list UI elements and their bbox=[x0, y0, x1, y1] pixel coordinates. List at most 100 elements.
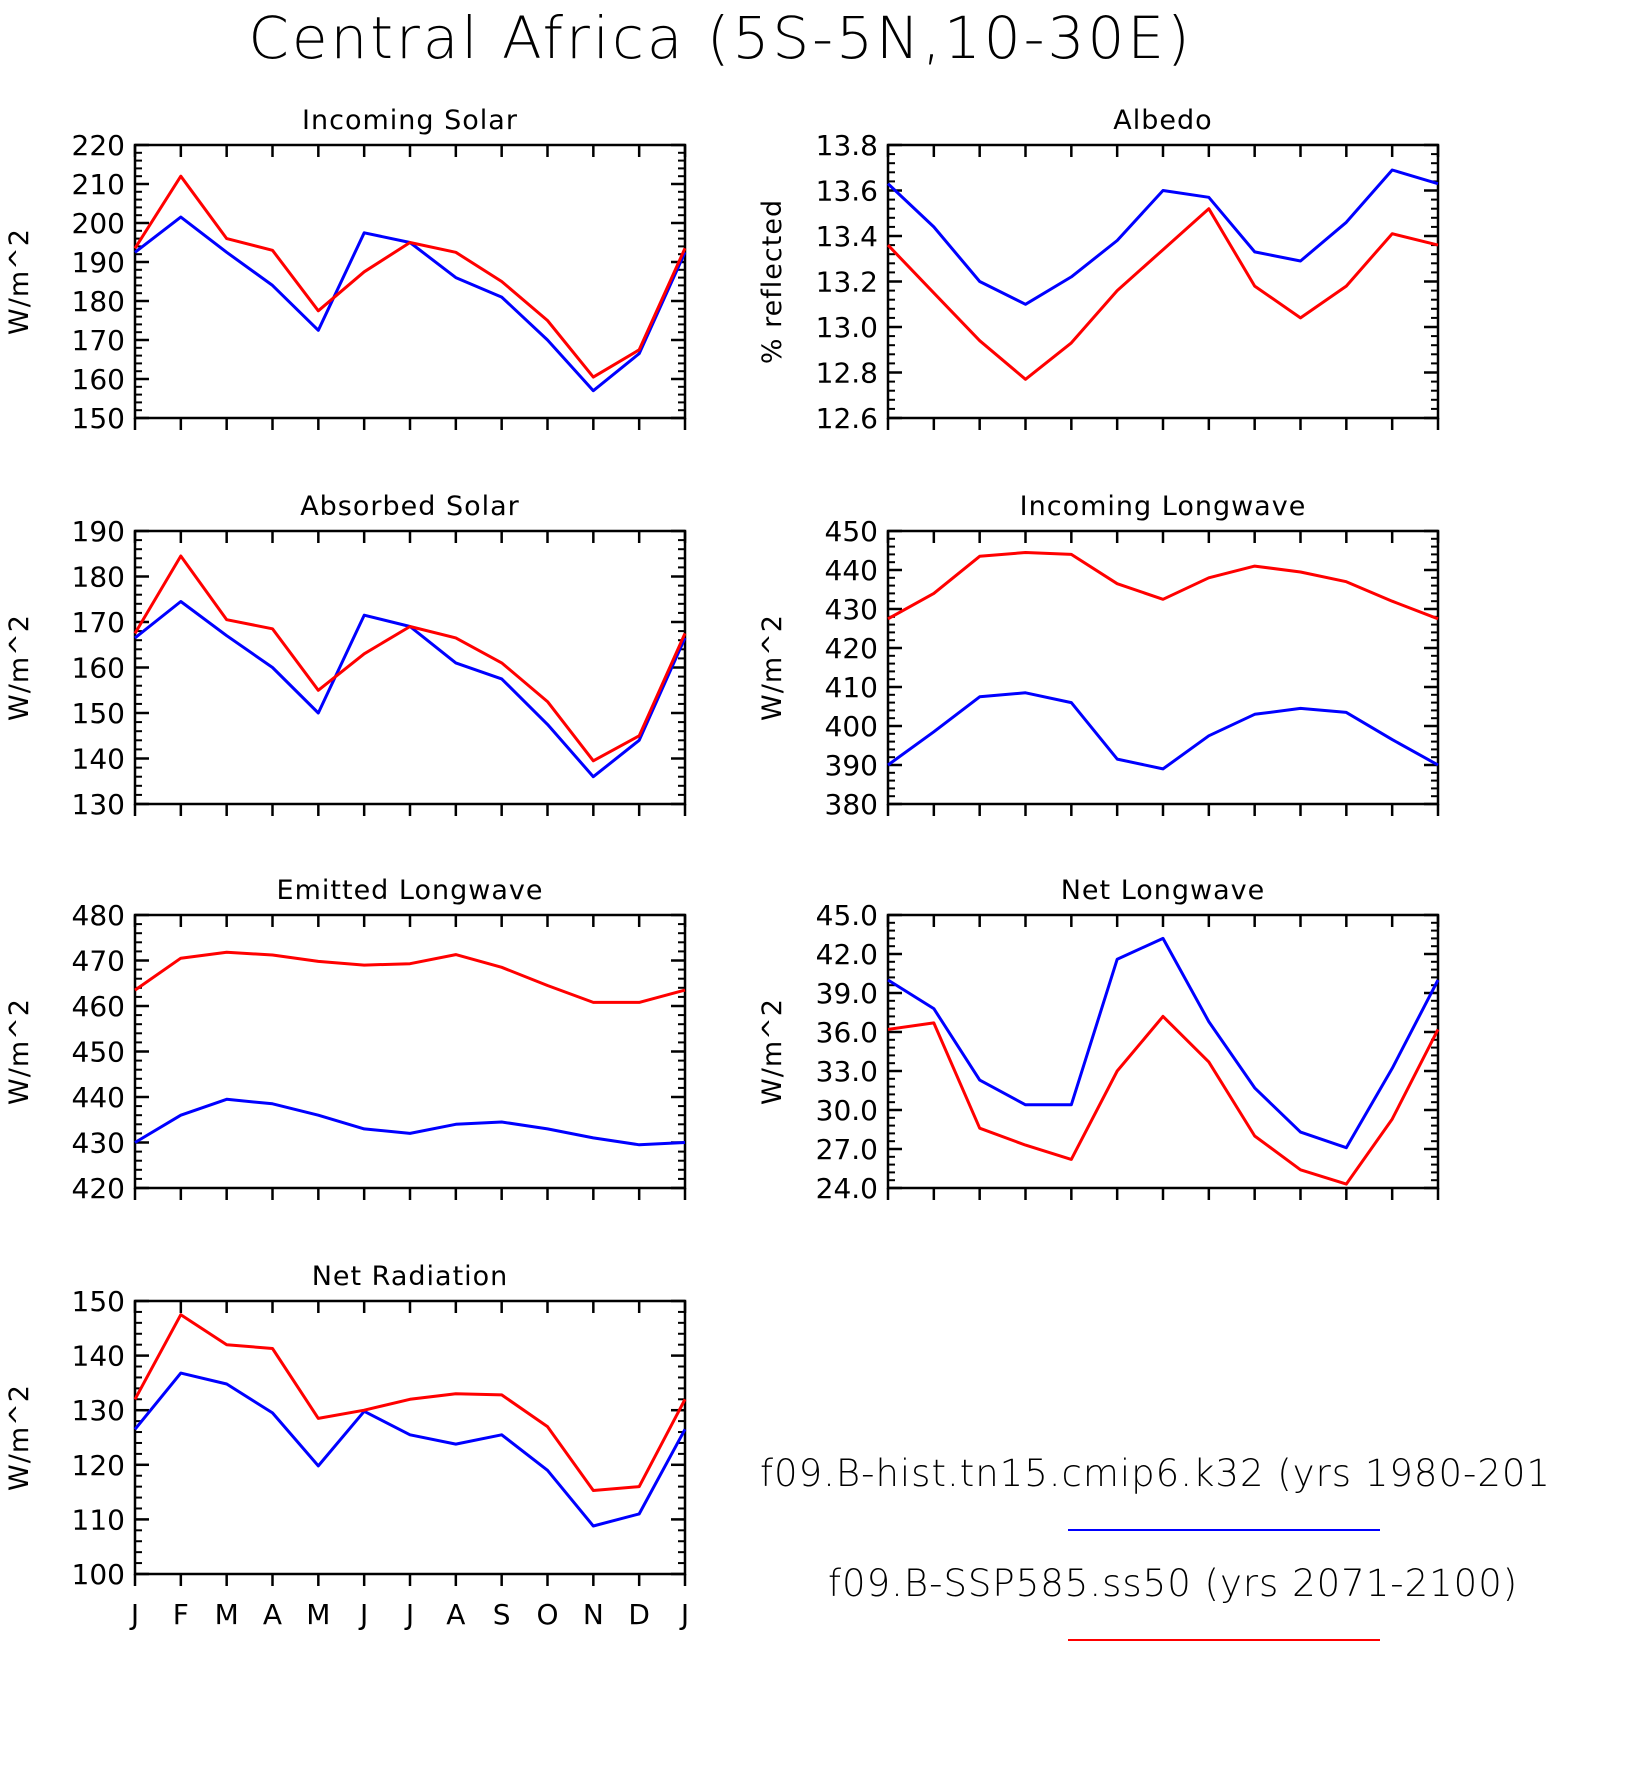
incoming-longwave-ytick-label: 400 bbox=[825, 710, 878, 743]
emitted-longwave-ytick-label: 420 bbox=[72, 1172, 125, 1205]
absorbed-solar-ytick-label: 160 bbox=[72, 652, 125, 685]
emitted-longwave-title: Emitted Longwave bbox=[277, 875, 544, 906]
chart-absorbed-solar: Absorbed Solar W/m^2 130 140 150 160 170 180 190… bbox=[4, 491, 687, 821]
chart-albedo: Albedo % reflected 12.6 12.8 13.0 13.2 13.4 13.… bbox=[757, 105, 1440, 435]
albedo-ytick-label: 13.4 bbox=[816, 220, 878, 253]
net-longwave-ytick-label: 30.0 bbox=[816, 1094, 878, 1127]
net-radiation-title: Net Radiation bbox=[312, 1261, 509, 1292]
incoming-longwave-title: Incoming Longwave bbox=[1020, 491, 1307, 522]
albedo-ytick-label: 13.6 bbox=[816, 175, 878, 208]
incoming-solar-ytick-label: 210 bbox=[72, 168, 125, 201]
net-radiation-xtick-label: M bbox=[306, 1598, 330, 1631]
incoming-solar-ytick-label: 160 bbox=[72, 363, 125, 396]
net-longwave-ytick-label: 42.0 bbox=[816, 938, 878, 971]
net-longwave-ytick-label: 27.0 bbox=[816, 1133, 878, 1166]
net-longwave-ytick-label: 39.0 bbox=[816, 977, 878, 1010]
absorbed-solar-ytick-label: 190 bbox=[72, 515, 125, 548]
albedo-title: Albedo bbox=[1113, 105, 1212, 136]
net-radiation-ytick-label: 100 bbox=[72, 1558, 125, 1591]
incoming-longwave-ylabel: W/m^2 bbox=[757, 614, 788, 721]
albedo-ytick-label: 12.6 bbox=[816, 402, 878, 435]
absorbed-solar-title: Absorbed Solar bbox=[300, 491, 520, 522]
albedo-series-blue bbox=[886, 168, 1439, 306]
net-radiation-xtick-label: J bbox=[129, 1598, 139, 1631]
net-radiation-xtick-label: O bbox=[536, 1598, 558, 1631]
incoming-longwave-plot-frame bbox=[886, 529, 1440, 806]
legend-label-red: f09.B-SSP585.ss50 (yrs 2071-2100) bbox=[828, 1562, 1519, 1605]
net-radiation-xtick-label: J bbox=[404, 1598, 414, 1631]
net-longwave-ytick-label: 24.0 bbox=[816, 1172, 878, 1205]
net-longwave-ytick-label: 36.0 bbox=[816, 1016, 878, 1049]
albedo-ytick-label: 12.8 bbox=[816, 357, 878, 390]
emitted-longwave-ytick-label: 450 bbox=[72, 1036, 125, 1069]
albedo-ytick-label: 13.8 bbox=[816, 129, 878, 162]
incoming-solar-ytick-label: 180 bbox=[72, 285, 125, 318]
net-radiation-xtick-label: S bbox=[493, 1598, 511, 1631]
absorbed-solar-series-red bbox=[133, 554, 687, 763]
net-radiation-ytick-label: 110 bbox=[72, 1503, 125, 1536]
net-longwave-ytick-label: 33.0 bbox=[816, 1055, 878, 1088]
absorbed-solar-ytick-label: 180 bbox=[72, 561, 125, 594]
net-radiation-xtick-label: J bbox=[358, 1598, 368, 1631]
incoming-solar-ytick-label: 190 bbox=[72, 246, 125, 279]
incoming-solar-plot-frame bbox=[133, 143, 687, 420]
incoming-longwave-series-blue bbox=[887, 691, 1439, 771]
net-radiation-ytick-label: 130 bbox=[72, 1394, 125, 1427]
net-longwave-series-red bbox=[887, 1014, 1440, 1186]
incoming-longwave-ytick-label: 440 bbox=[825, 554, 878, 587]
net-radiation-plot-frame bbox=[133, 1299, 687, 1576]
incoming-solar-ytick-label: 150 bbox=[72, 402, 125, 435]
emitted-longwave-plot-frame bbox=[133, 913, 687, 1190]
albedo-plot-frame bbox=[886, 143, 1440, 420]
emitted-longwave-series-red bbox=[134, 950, 686, 1004]
incoming-longwave-series-red bbox=[887, 551, 1439, 621]
incoming-solar-ytick-label: 200 bbox=[72, 207, 125, 240]
figure-title: Central Africa (5S-5N,10-30E) bbox=[248, 4, 1193, 72]
net-radiation-xtick-label: D bbox=[628, 1598, 650, 1631]
emitted-longwave-ytick-label: 430 bbox=[72, 1127, 125, 1160]
incoming-solar-ytick-label: 170 bbox=[72, 324, 125, 357]
chart-emitted-longwave: Emitted Longwave W/m^2 420 430 440 450 460 470 4… bbox=[4, 875, 687, 1205]
legend-line-red bbox=[1068, 1639, 1380, 1641]
legend-line-blue bbox=[1068, 1529, 1380, 1531]
absorbed-solar-ytick-label: 150 bbox=[72, 697, 125, 730]
absorbed-solar-ytick-label: 130 bbox=[72, 788, 125, 821]
net-radiation-ytick-label: 120 bbox=[72, 1449, 125, 1482]
albedo-ylabel: % reflected bbox=[757, 199, 788, 364]
net-radiation-ytick-label: 150 bbox=[72, 1285, 125, 1318]
absorbed-solar-ytick-label: 170 bbox=[72, 606, 125, 639]
emitted-longwave-ytick-label: 460 bbox=[72, 990, 125, 1023]
net-longwave-series-blue bbox=[887, 936, 1440, 1150]
net-radiation-series-blue bbox=[133, 1371, 687, 1528]
incoming-longwave-ytick-label: 450 bbox=[825, 515, 878, 548]
net-radiation-xtick-label: N bbox=[583, 1598, 604, 1631]
net-radiation-ytick-label: 140 bbox=[72, 1340, 125, 1373]
incoming-solar-ylabel: W/m^2 bbox=[4, 228, 35, 335]
net-radiation-series-red bbox=[133, 1313, 687, 1492]
albedo-ytick-label: 13.0 bbox=[816, 311, 878, 344]
incoming-solar-ytick-label: 220 bbox=[72, 129, 125, 162]
incoming-longwave-ytick-label: 390 bbox=[825, 749, 878, 782]
incoming-longwave-ytick-label: 410 bbox=[825, 671, 878, 704]
emitted-longwave-ylabel: W/m^2 bbox=[4, 998, 35, 1105]
net-longwave-ytick-label: 45.0 bbox=[816, 899, 878, 932]
chart-incoming-longwave: Incoming Longwave W/m^2 380 390 400 410 420 430… bbox=[757, 491, 1440, 821]
absorbed-solar-plot-frame bbox=[133, 529, 687, 806]
legend-label-blue: f09.B-hist.tn15.cmip6.k32 (yrs 1980-201 bbox=[760, 1452, 1551, 1495]
incoming-longwave-ytick-label: 430 bbox=[825, 593, 878, 626]
emitted-longwave-ytick-label: 440 bbox=[72, 1081, 125, 1114]
incoming-solar-title: Incoming Solar bbox=[302, 105, 518, 136]
emitted-longwave-ytick-label: 470 bbox=[72, 945, 125, 978]
incoming-longwave-ytick-label: 380 bbox=[825, 788, 878, 821]
emitted-longwave-series-blue bbox=[134, 1097, 686, 1147]
net-longwave-ylabel: W/m^2 bbox=[757, 998, 788, 1105]
net-radiation-ylabel: W/m^2 bbox=[4, 1384, 35, 1491]
net-radiation-xtick-label: A bbox=[263, 1598, 282, 1631]
albedo-ytick-label: 13.2 bbox=[816, 266, 878, 299]
net-radiation-xtick-label: J bbox=[679, 1598, 689, 1631]
net-longwave-title: Net Longwave bbox=[1061, 875, 1266, 906]
chart-incoming-solar: Incoming Solar W/m^2 150 160 170 180 190 200 210… bbox=[4, 105, 687, 435]
net-radiation-xtick-label: A bbox=[446, 1598, 465, 1631]
